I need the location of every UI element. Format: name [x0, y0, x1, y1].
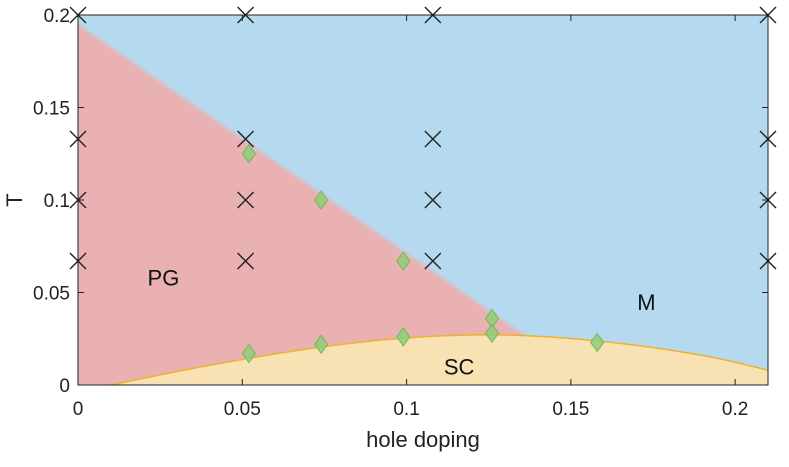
- y-tick-label: 0.1: [44, 191, 70, 212]
- x-tick-label: 0.2: [722, 399, 748, 420]
- sc-dome-boundary: [110, 334, 768, 385]
- diamond-marker: [314, 334, 329, 355]
- y-tick-label: 0: [59, 376, 70, 397]
- region-label-sc: SC: [444, 355, 475, 380]
- diamond-marker: [396, 251, 411, 271]
- phase-background: [78, 15, 768, 385]
- region-label-pg: PG: [148, 266, 180, 291]
- diamond-marker: [241, 143, 256, 164]
- y-tick-label: 0.05: [33, 284, 70, 305]
- x-tick-label: 0.1: [393, 399, 419, 420]
- diamond-marker: [314, 190, 329, 210]
- diamond-marker: [241, 343, 256, 364]
- region-label-m: M: [637, 290, 655, 315]
- cross-marker: [237, 252, 255, 270]
- diamond-marker: [590, 332, 605, 353]
- cross-marker: [237, 191, 255, 209]
- cross-marker: [424, 191, 442, 209]
- cross-marker: [424, 252, 442, 270]
- cross-marker: [424, 130, 442, 148]
- x-tick-label: 0.05: [224, 399, 261, 420]
- diamond-marker: [484, 323, 500, 344]
- x-tick-label: 0: [73, 399, 84, 420]
- sc-dome-region: [110, 334, 768, 385]
- y-axis-label: T: [2, 193, 27, 206]
- x-tick-label: 0.15: [552, 399, 589, 420]
- diamond-marker: [396, 327, 411, 347]
- x-axis-label: hole doping: [366, 427, 480, 452]
- cross-marker: [237, 130, 255, 148]
- y-tick-label: 0.2: [44, 6, 70, 27]
- y-tick-label: 0.15: [33, 99, 70, 120]
